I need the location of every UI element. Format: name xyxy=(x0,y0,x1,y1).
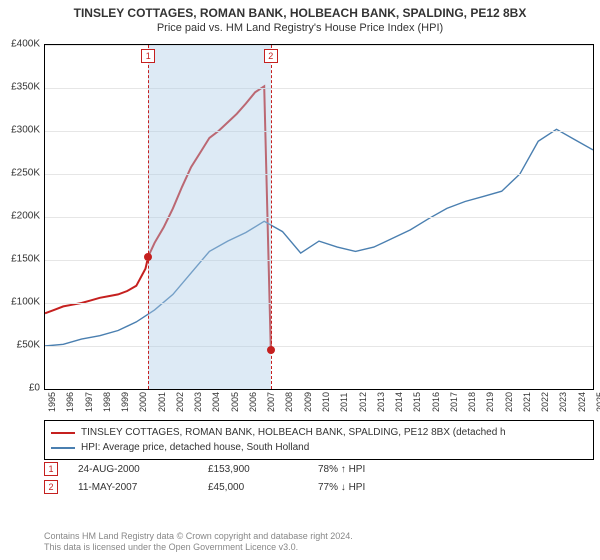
y-tick-label: £150K xyxy=(11,254,40,265)
y-tick-label: £50K xyxy=(17,340,40,351)
transaction-row: 1 24-AUG-2000 £153,900 78% ↑ HPI xyxy=(44,460,594,478)
y-tick-label: £0 xyxy=(29,383,40,394)
x-tick-label: 2006 xyxy=(248,392,258,412)
x-tick-label: 2015 xyxy=(412,392,422,412)
transaction-price: £45,000 xyxy=(208,482,298,493)
legend-item: TINSLEY COTTAGES, ROMAN BANK, HOLBEACH B… xyxy=(51,425,587,440)
x-tick-label: 2000 xyxy=(138,392,148,412)
x-tick-label: 2008 xyxy=(284,392,294,412)
x-axis: 1995 1996 1997 1998 1999 2000 2001 2002 2003 2004… xyxy=(44,390,594,412)
chart-marker: 2 xyxy=(264,49,278,63)
transaction-row: 2 11-MAY-2007 £45,000 77% ↓ HPI xyxy=(44,478,594,496)
y-tick-label: £400K xyxy=(11,39,40,50)
legend-item: HPI: Average price, detached house, Sout… xyxy=(51,440,587,455)
legend: TINSLEY COTTAGES, ROMAN BANK, HOLBEACH B… xyxy=(44,420,594,460)
y-tick-label: £250K xyxy=(11,168,40,179)
x-tick-label: 2022 xyxy=(540,392,550,412)
x-tick-label: 2014 xyxy=(394,392,404,412)
x-tick-label: 1997 xyxy=(84,392,94,412)
x-tick-label: 2016 xyxy=(431,392,441,412)
x-tick-label: 2019 xyxy=(485,392,495,412)
x-tick-label: 2024 xyxy=(577,392,587,412)
y-axis: £0£50K£100K£150K£200K£250K£300K£350K£400… xyxy=(0,44,44,390)
x-tick-label: 2001 xyxy=(157,392,167,412)
x-tick-label: 1998 xyxy=(102,392,112,412)
x-tick-label: 2005 xyxy=(230,392,240,412)
y-tick-label: £200K xyxy=(11,211,40,222)
x-tick-label: 2009 xyxy=(303,392,313,412)
y-tick-label: £350K xyxy=(11,82,40,93)
chart-subtitle: Price paid vs. HM Land Registry's House … xyxy=(0,20,600,38)
footer-line: This data is licensed under the Open Gov… xyxy=(44,542,594,554)
x-tick-label: 2017 xyxy=(449,392,459,412)
y-tick-label: £100K xyxy=(11,297,40,308)
y-tick-label: £300K xyxy=(11,125,40,136)
footer-line: Contains HM Land Registry data © Crown c… xyxy=(44,531,594,543)
chart-title: TINSLEY COTTAGES, ROMAN BANK, HOLBEACH B… xyxy=(0,0,600,20)
transactions-table: 1 24-AUG-2000 £153,900 78% ↑ HPI 2 11-MAY-200… xyxy=(44,460,594,496)
transaction-price: £153,900 xyxy=(208,464,298,475)
x-tick-label: 2025 xyxy=(595,392,600,412)
x-tick-label: 2007 xyxy=(266,392,276,412)
x-tick-label: 2012 xyxy=(358,392,368,412)
legend-label: TINSLEY COTTAGES, ROMAN BANK, HOLBEACH B… xyxy=(81,425,506,440)
chart-wrap: 12 1995199619971998199920002001200220032… xyxy=(44,44,594,412)
transaction-delta: 78% ↑ HPI xyxy=(318,464,365,475)
x-tick-label: 2003 xyxy=(193,392,203,412)
legend-swatch xyxy=(51,432,75,434)
x-tick-label: 2018 xyxy=(467,392,477,412)
chart-plot-area: 12 xyxy=(44,44,594,390)
legend-swatch xyxy=(51,447,75,449)
x-tick-label: 2010 xyxy=(321,392,331,412)
x-tick-label: 2011 xyxy=(339,393,349,412)
x-tick-label: 1996 xyxy=(65,392,75,412)
x-tick-label: 1995 xyxy=(47,392,57,412)
x-tick-label: 2020 xyxy=(504,392,514,412)
x-tick-label: 2004 xyxy=(211,392,221,412)
transaction-delta: 77% ↓ HPI xyxy=(318,482,365,493)
transaction-date: 11-MAY-2007 xyxy=(78,482,188,493)
x-tick-label: 2021 xyxy=(522,392,532,412)
transaction-date: 24-AUG-2000 xyxy=(78,464,188,475)
x-tick-label: 2002 xyxy=(175,392,185,412)
attribution-footer: Contains HM Land Registry data © Crown c… xyxy=(44,531,594,554)
transaction-marker: 2 xyxy=(44,480,58,494)
x-tick-label: 1999 xyxy=(120,392,130,412)
x-tick-label: 2013 xyxy=(376,392,386,412)
x-tick-label: 2023 xyxy=(558,392,568,412)
legend-label: HPI: Average price, detached house, Sout… xyxy=(81,440,309,455)
transaction-marker: 1 xyxy=(44,462,58,476)
chart-marker: 1 xyxy=(141,49,155,63)
series-hpi xyxy=(45,129,593,346)
